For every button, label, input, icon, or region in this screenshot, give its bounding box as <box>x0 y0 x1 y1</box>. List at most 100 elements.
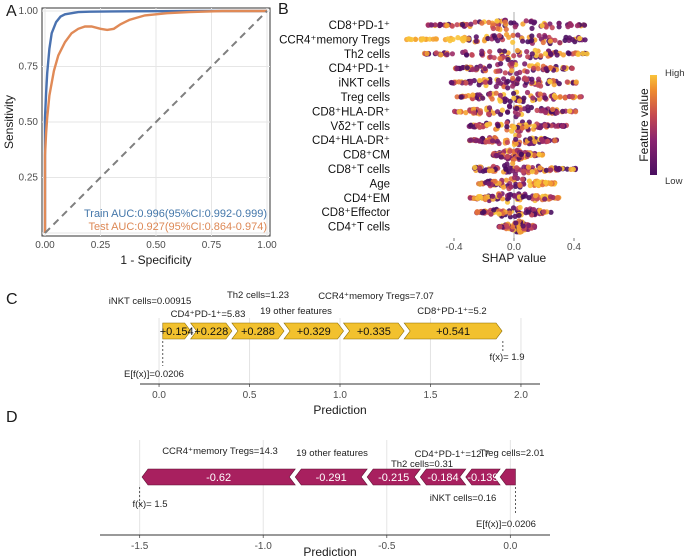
force-segment <box>283 322 344 340</box>
shap-point <box>529 33 535 39</box>
shap-point <box>515 76 522 82</box>
shap-point <box>491 33 497 39</box>
shap-point <box>516 212 522 218</box>
force-segment-value: +0.288 <box>241 326 275 338</box>
shap-point <box>477 181 483 187</box>
shap-point <box>547 64 554 71</box>
shap-point <box>531 223 538 229</box>
shap-point <box>498 111 504 117</box>
shap-point <box>449 51 455 57</box>
shap-point <box>535 66 541 72</box>
shap-point <box>497 92 503 98</box>
force-x-tick-label: 1.0 <box>333 390 347 401</box>
shap-point <box>506 192 512 198</box>
shap-point <box>495 38 501 44</box>
shap-point <box>429 22 435 28</box>
shap-point <box>580 50 586 57</box>
shap-point <box>501 48 508 54</box>
force-d-x-axis-label: Prediction <box>303 545 356 559</box>
shap-point <box>524 69 530 75</box>
shap-point <box>438 52 444 58</box>
roc-chart: 0.00 0.25 0.50 0.75 1.00 0.25 0.50 0.75 1.00 1 -… <box>2 6 277 267</box>
shap-point <box>444 22 450 28</box>
shap-point <box>504 161 510 167</box>
force-segment <box>403 322 503 340</box>
shap-point <box>542 51 549 57</box>
shap-point <box>514 105 520 111</box>
roc-y-tick-label: 0.50 <box>19 117 39 128</box>
force-segment <box>162 322 192 340</box>
shap-point <box>545 138 551 144</box>
shap-point <box>531 65 537 71</box>
shap-point <box>536 33 542 39</box>
shap-point <box>449 80 455 86</box>
force-segment <box>190 322 233 340</box>
shap-point <box>473 138 479 144</box>
shap-point <box>533 52 539 59</box>
shap-point <box>510 224 516 230</box>
shap-point <box>538 124 544 130</box>
shap-point <box>467 137 473 143</box>
shap-point <box>506 34 512 40</box>
shap-x-axis-label: SHAP value <box>482 251 547 265</box>
shap-point <box>465 36 471 42</box>
shap-point <box>574 23 581 29</box>
shap-point <box>496 33 502 39</box>
roc-y-axis-label: Sensitivity <box>2 95 16 149</box>
shap-point <box>503 177 509 183</box>
shap-point <box>497 224 503 230</box>
shap-point <box>512 213 518 219</box>
shap-point <box>480 95 486 101</box>
shap-point <box>569 65 575 71</box>
shap-point <box>509 61 515 67</box>
shap-point <box>503 26 509 32</box>
shap-point <box>477 165 483 171</box>
force-segment <box>342 322 405 340</box>
shap-point <box>521 164 527 170</box>
shap-point <box>477 110 484 116</box>
shap-point <box>507 165 513 171</box>
shap-point <box>472 164 478 171</box>
shap-point <box>548 194 554 200</box>
shap-point <box>542 123 548 129</box>
shap-point <box>420 36 426 42</box>
roc-y-tick-label: 0.75 <box>19 62 39 73</box>
shap-point <box>474 66 480 72</box>
shap-point <box>536 151 542 157</box>
shap-point <box>520 194 526 200</box>
force-feature-label: 19 other features <box>260 306 332 317</box>
shap-point <box>532 47 538 54</box>
shap-point <box>497 55 503 62</box>
shap-point <box>540 138 546 144</box>
shap-point <box>505 78 511 84</box>
shap-beeswarm <box>404 17 590 235</box>
shap-point <box>510 75 516 81</box>
force-segment <box>294 468 368 486</box>
roc-y-tick-label: 0.25 <box>19 173 39 184</box>
shap-point <box>464 52 470 58</box>
shap-point <box>531 123 537 129</box>
force-x-tick-label: 1.5 <box>424 390 438 401</box>
shap-point <box>557 94 563 100</box>
shap-point <box>526 178 533 184</box>
shap-point <box>539 23 545 29</box>
shap-point <box>477 77 483 84</box>
shap-point <box>486 63 493 69</box>
shap-point <box>497 98 503 104</box>
force-x-tick-label: -1.0 <box>255 541 273 552</box>
force-c-x-axis-label: Prediction <box>313 403 366 417</box>
roc-x-tick-label: 0.75 <box>202 240 222 251</box>
force-plot-d: -1.5 -1.0 -0.5 0.0 -0.139 -0.184 -0.215 -0.291 -… <box>100 440 550 552</box>
shap-point <box>438 22 444 28</box>
shap-point <box>525 164 532 170</box>
shap-point <box>551 82 557 88</box>
shap-point <box>562 37 568 44</box>
shap-point <box>560 108 566 114</box>
force-feature-label: 19 other features <box>296 448 368 459</box>
shap-point <box>528 19 534 25</box>
shap-point <box>490 193 496 199</box>
shap-point <box>493 153 499 159</box>
shap-point <box>549 25 555 31</box>
force-segment <box>231 322 285 340</box>
shap-point <box>470 92 476 98</box>
